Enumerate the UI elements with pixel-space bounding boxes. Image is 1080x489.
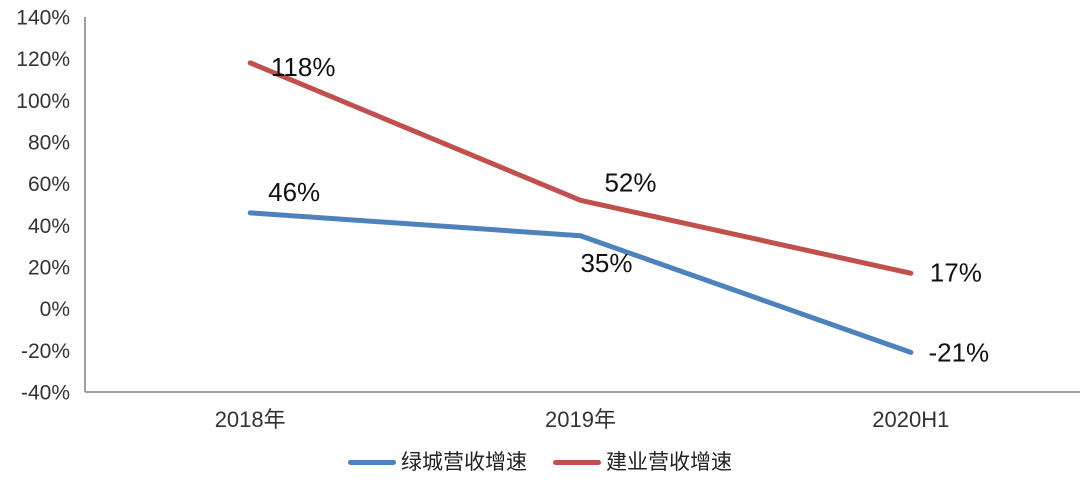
y-axis-tick-label: 100% — [16, 90, 70, 113]
legend-item-0: 绿城营收增速 — [348, 452, 527, 473]
y-axis-tick-label: 140% — [16, 7, 70, 30]
legend-label: 绿城营收增速 — [401, 451, 527, 474]
x-axis-category-label: 2020H1 — [872, 407, 949, 432]
legend-line-swatch — [348, 460, 396, 465]
y-axis-tick-label: 40% — [28, 215, 70, 238]
legend-label: 建业营收增速 — [606, 451, 732, 474]
data-label-series-1: 118% — [271, 52, 336, 82]
data-label-series-0: -21% — [928, 337, 989, 367]
y-axis-tick-label: 60% — [28, 173, 70, 196]
y-axis-tick-label: -20% — [21, 340, 70, 363]
y-axis-tick-label: 20% — [28, 257, 70, 280]
chart-legend: 绿城营收增速 建业营收增速 — [0, 452, 1080, 473]
series-line-1 — [247, 60, 914, 276]
data-label-series-1: 52% — [604, 167, 656, 197]
y-axis-tick-label: 80% — [28, 132, 70, 155]
y-axis-tick-label: 0% — [40, 298, 70, 321]
data-label-series-0: 35% — [580, 248, 632, 278]
x-axis-category-label: 2019年 — [545, 407, 616, 432]
data-label-series-1: 17% — [930, 257, 982, 287]
y-axis-tick-label: 120% — [16, 48, 70, 71]
y-axis-tick-label: -40% — [21, 382, 70, 405]
legend-line-swatch — [553, 460, 601, 465]
data-label-series-0: 46% — [268, 177, 320, 207]
series-line-0 — [247, 210, 914, 355]
legend-item-1: 建业营收增速 — [553, 452, 732, 473]
x-axis-category-label: 2018年 — [215, 407, 286, 432]
